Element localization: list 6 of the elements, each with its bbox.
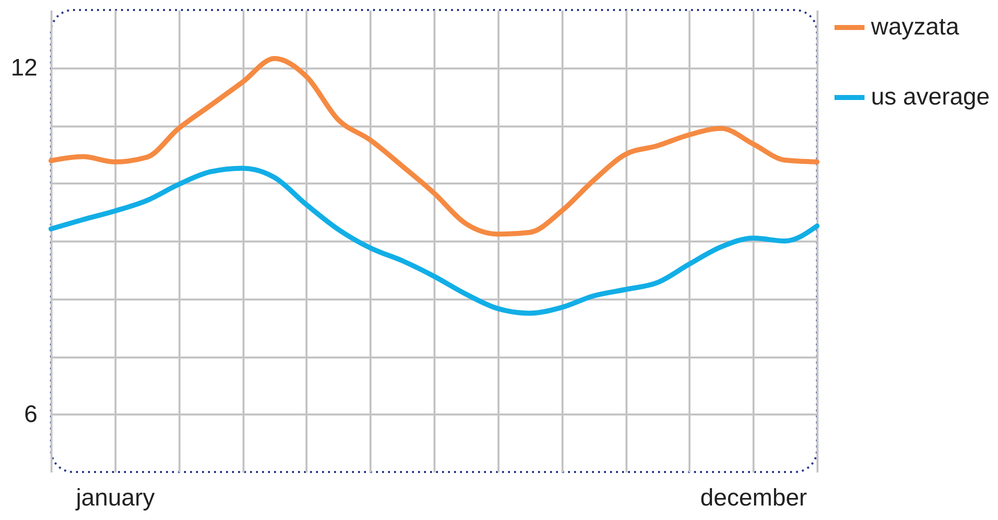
y-tick-label: 12 (10, 54, 38, 82)
legend-label: wayzata (870, 14, 960, 40)
x-tick-label: january (74, 484, 155, 512)
x-tick-label: december (700, 484, 808, 512)
y-tick-label: 6 (24, 400, 38, 428)
legend-label: us average (871, 84, 990, 110)
